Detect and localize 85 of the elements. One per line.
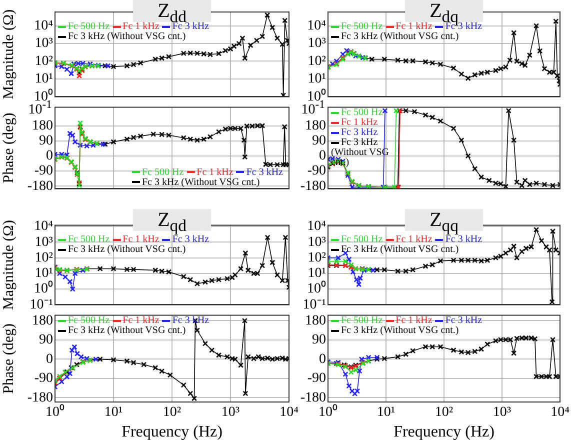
x-tick-label: 10⁴ (280, 405, 299, 420)
legend-label: Fc 1 kHz (122, 21, 160, 32)
x-tick-label: 10³ (221, 405, 240, 420)
y-tick-label: -180 (300, 390, 326, 406)
legend-label: Fc 3 kHz (172, 21, 210, 32)
y-tick-label: 0 (46, 148, 53, 164)
legend-label: Fc 1 kHz (341, 117, 378, 128)
y-tick-label: -180 (27, 390, 53, 406)
legend-label: Fc 3 kHz (341, 127, 378, 138)
y-tick-label: 10⁻¹ (30, 297, 53, 312)
chart-title: Z$_{qq}$ (430, 209, 458, 236)
y-tick-label: 180 (32, 313, 53, 328)
y-tick-label: 90 (312, 332, 326, 348)
y-tick-label: 0 (319, 148, 326, 164)
y-axis-title: Phase (deg) (0, 323, 17, 394)
legend-label: Fc 1 kHz (196, 166, 234, 178)
y-tick-label: 10² (34, 250, 53, 266)
y-tick-label: 10² (308, 250, 326, 266)
chart-title: Z$_{qd}$ (158, 209, 186, 236)
legend-label: Fc 3 kHz (Without VSG cnt.) (68, 31, 186, 42)
legend-label: Fc 3 kHz (Without VSG cnt.) (341, 31, 459, 42)
y-tick-label: 10³ (308, 36, 326, 52)
y-tick-label: 90 (39, 332, 53, 348)
y-tick-label: 10² (308, 54, 326, 69)
y-axis-title: Phase (deg) (0, 112, 17, 184)
y-tick-label: 10⁰ (307, 280, 326, 297)
y-tick-label: 90 (312, 134, 326, 149)
legend-label: Fc 1 kHz (396, 21, 432, 32)
x-axis-title: Frequency (Hz) (394, 424, 494, 441)
legend-label: Fc 3 kHz (Without VSG cnt.) (341, 244, 459, 256)
y-tick-label: 10¹ (34, 72, 53, 87)
legend-label: Fc 1 kHz (122, 315, 160, 326)
legend-label: Fc 3 kHz (445, 315, 482, 326)
legend-label: Fc 500 Hz (68, 315, 110, 326)
y-tick-label: 90 (39, 134, 53, 149)
legend-label: Fc 500 Hz (142, 166, 184, 178)
y-axis-title: Magnitude (Ω) (0, 220, 17, 310)
x-tick-label: 10² (162, 405, 182, 420)
y-tick-label: 10⁴ (307, 18, 326, 34)
x-tick-label: 10¹ (104, 405, 123, 420)
legend-label: Fc 3 kHz (Without VSG cnt.) (68, 244, 186, 256)
y-tick-label: 10³ (34, 36, 53, 52)
y-tick-label: 10³ (34, 234, 53, 250)
legend-label: Fc 500 Hz (68, 234, 110, 246)
y-tick-label: 10⁴ (34, 219, 54, 234)
y-tick-label: 0 (46, 352, 53, 367)
y-tick-label: -180 (27, 178, 53, 194)
y-tick-label: 10⁴ (307, 219, 326, 234)
y-axis-title: Magnitude (Ω) (0, 9, 17, 100)
legend-label: Fc 3 kHz (Without VSG cnt.) (68, 325, 186, 336)
x-tick-label: 10¹ (376, 405, 396, 420)
x-tick-label: 10⁴ (550, 405, 570, 420)
legend-label: Fc 500 Hz (341, 315, 383, 326)
y-tick-label: 180 (32, 118, 53, 134)
legend-label: Fc 500 Hz (341, 21, 383, 32)
y-tick-label: 180 (305, 313, 326, 328)
y-tick-label: -90 (34, 371, 53, 386)
legend-label: Fc 500 Hz (341, 107, 383, 118)
y-tick-label: 180 (305, 118, 326, 134)
legend-label: Fc 3 kHz (Without VSG cnt.) (142, 176, 260, 188)
legend-label: Fc 500 Hz (68, 21, 110, 32)
y-tick-label: 10⁰ (34, 280, 53, 297)
legend-label: Fc 1 kHz (122, 234, 160, 246)
y-tick-label: -180 (300, 178, 326, 194)
y-tick-label: -90 (307, 164, 326, 179)
legend-label: Fc 3 kHz (172, 234, 210, 246)
y-tick-label: -90 (34, 164, 53, 179)
y-tick-label: 10¹ (308, 72, 326, 87)
y-tick-label: 10¹ (308, 266, 326, 282)
legend-label: Fc 500 Hz (341, 234, 383, 246)
y-tick-label: 10³ (308, 234, 326, 250)
y-tick-label: 10⁴ (34, 18, 54, 34)
x-tick-label: 10² (434, 405, 454, 420)
x-axis-title: Frequency (Hz) (122, 424, 222, 441)
legend-label: Fc 3 kHz (246, 166, 283, 178)
y-tick-label: 10² (34, 54, 53, 69)
y-tick-label: 10¹ (34, 266, 53, 282)
x-tick-label: 10³ (492, 405, 512, 420)
y-tick-label: 0 (319, 352, 326, 367)
legend-label: Fc 1 kHz (396, 315, 432, 326)
legend-label: Fc 1 kHz (396, 234, 432, 246)
legend-label: Fc 3 kHz (445, 234, 482, 246)
y-tick-label: 10⁻¹ (302, 297, 326, 312)
legend-label: Fc 3 kHz (Without VSG cnt.) (341, 325, 459, 336)
y-tick-label: -90 (307, 371, 326, 386)
